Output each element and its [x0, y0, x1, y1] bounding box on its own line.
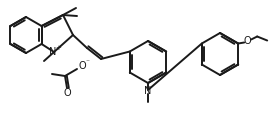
Text: +: + [56, 46, 61, 51]
Text: O: O [78, 61, 86, 71]
Text: O: O [63, 88, 71, 98]
Text: ⁻: ⁻ [85, 58, 90, 67]
Text: O: O [243, 37, 251, 46]
Text: N: N [144, 86, 152, 96]
Text: N: N [49, 47, 57, 57]
